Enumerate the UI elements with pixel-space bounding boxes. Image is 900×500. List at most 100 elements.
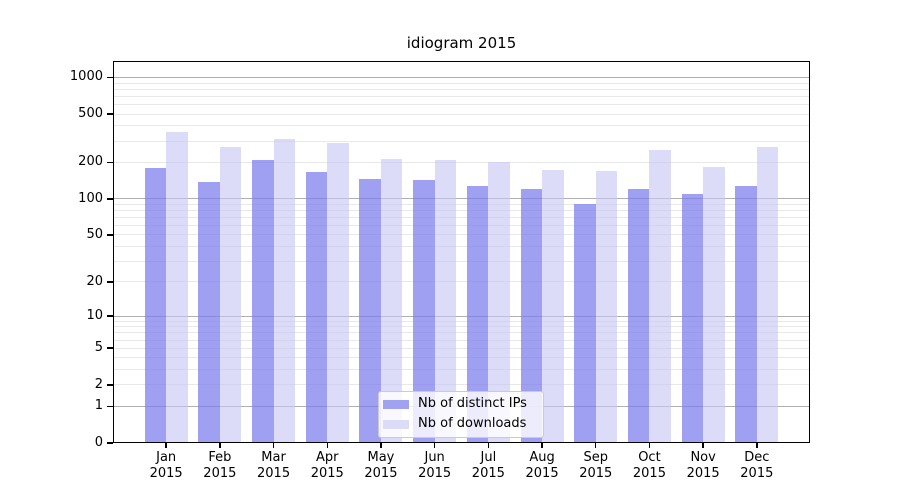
- bar-distinct-ips: [627, 188, 650, 443]
- bar-distinct-ips: [466, 185, 489, 443]
- y-tick-label: 100: [78, 190, 103, 206]
- bar-downloads: [649, 150, 671, 443]
- minor-gridline: [113, 95, 810, 97]
- x-tick-label: Jun 2015: [418, 450, 452, 481]
- y-tick-mark: [107, 442, 113, 444]
- bar-distinct-ips: [413, 180, 435, 443]
- x-tick-label: Aug 2015: [525, 450, 559, 481]
- y-tick-label: 2: [94, 376, 103, 392]
- y-tick-label: 200: [78, 154, 103, 170]
- minor-gridline: [113, 281, 810, 283]
- x-tick-mark: [594, 443, 597, 448]
- y-tick-label: 1000: [69, 69, 103, 85]
- bar-downloads: [595, 170, 618, 443]
- y-tick-mark: [107, 315, 113, 317]
- y-tick-label: 10: [86, 308, 103, 324]
- y-tick-label: 5: [94, 340, 103, 356]
- x-tick-label: May 2015: [364, 450, 398, 481]
- minor-gridline: [113, 246, 810, 248]
- minor-gridline: [113, 113, 810, 115]
- x-tick-label: Oct 2015: [632, 450, 666, 481]
- bar-downloads: [166, 132, 188, 443]
- y-tick-mark: [107, 161, 113, 164]
- x-tick-mark: [272, 443, 275, 448]
- plot-area: Nb of distinct IPs Nb of downloads: [113, 61, 810, 443]
- minor-gridline: [113, 357, 810, 359]
- legend-swatch-distinct-ips: [383, 399, 409, 409]
- bar-distinct-ips: [198, 181, 220, 443]
- legend-swatch-downloads: [383, 419, 409, 429]
- major-gridline: [113, 315, 810, 317]
- minor-gridline: [113, 161, 810, 163]
- legend-label: Nb of downloads: [418, 416, 527, 431]
- y-tick-label: 1: [94, 398, 103, 414]
- x-tick-mark: [433, 443, 436, 448]
- y-tick-mark: [107, 281, 113, 283]
- x-tick-mark: [702, 443, 704, 448]
- minor-gridline: [113, 103, 810, 105]
- minor-gridline: [113, 339, 810, 341]
- bar-distinct-ips: [359, 178, 381, 443]
- x-tick-mark: [380, 443, 382, 448]
- minor-gridline: [113, 225, 810, 226]
- minor-gridline: [113, 260, 810, 262]
- y-tick-mark: [107, 113, 113, 115]
- y-tick-mark: [107, 234, 113, 236]
- y-tick-label: 500: [78, 106, 103, 122]
- chart-title: idiogram 2015: [406, 34, 517, 52]
- bar-distinct-ips: [574, 203, 596, 443]
- minor-gridline: [113, 369, 810, 371]
- x-tick-label: Feb 2015: [203, 450, 237, 481]
- bar-distinct-ips: [681, 193, 704, 443]
- minor-gridline: [113, 332, 810, 334]
- minor-gridline: [113, 140, 810, 142]
- bar-downloads: [542, 170, 564, 443]
- bar-distinct-ips: [305, 171, 328, 443]
- x-tick-label: Jul 2015: [471, 450, 505, 481]
- legend-label: Nb of distinct IPs: [418, 396, 527, 411]
- major-gridline: [113, 76, 810, 78]
- x-tick-label: Mar 2015: [257, 450, 291, 481]
- legend: Nb of distinct IPs Nb of downloads: [378, 391, 544, 438]
- bar-downloads: [327, 143, 349, 443]
- y-tick-mark: [107, 384, 113, 386]
- x-tick-mark: [165, 443, 167, 448]
- minor-gridline: [113, 125, 810, 127]
- minor-gridline: [113, 82, 810, 84]
- legend-item: Nb of downloads: [383, 416, 535, 432]
- x-tick-mark: [219, 443, 221, 448]
- x-tick-mark: [326, 443, 328, 448]
- minor-gridline: [113, 234, 810, 236]
- bar-downloads: [488, 162, 510, 443]
- major-gridline: [113, 198, 810, 200]
- minor-gridline: [113, 320, 810, 322]
- y-tick-label: 20: [86, 273, 103, 289]
- y-tick-mark: [107, 198, 113, 200]
- bar-distinct-ips: [735, 185, 757, 443]
- x-tick-label: Apr 2015: [310, 450, 344, 481]
- x-tick-label: Dec 2015: [740, 450, 774, 481]
- minor-gridline: [113, 347, 810, 349]
- x-tick-label: Nov 2015: [686, 450, 720, 481]
- x-tick-mark: [648, 443, 651, 448]
- x-tick-mark: [756, 443, 758, 448]
- y-tick-mark: [107, 405, 113, 408]
- bar-downloads: [434, 160, 457, 443]
- minor-gridline: [113, 384, 810, 386]
- bar-distinct-ips: [520, 188, 543, 443]
- bar-downloads: [219, 147, 242, 443]
- minor-gridline: [113, 210, 810, 211]
- bar-distinct-ips: [252, 160, 274, 443]
- y-tick-mark: [107, 347, 113, 349]
- bar-downloads: [703, 167, 725, 443]
- minor-gridline: [113, 326, 810, 328]
- minor-gridline: [113, 88, 810, 90]
- bar-downloads: [273, 139, 296, 443]
- x-tick-label: Jan 2015: [149, 450, 183, 481]
- x-tick-mark: [487, 443, 490, 448]
- bar-distinct-ips: [144, 167, 167, 443]
- legend-item: Nb of distinct IPs: [383, 396, 535, 412]
- minor-gridline: [113, 216, 810, 218]
- bar-downloads: [756, 147, 779, 443]
